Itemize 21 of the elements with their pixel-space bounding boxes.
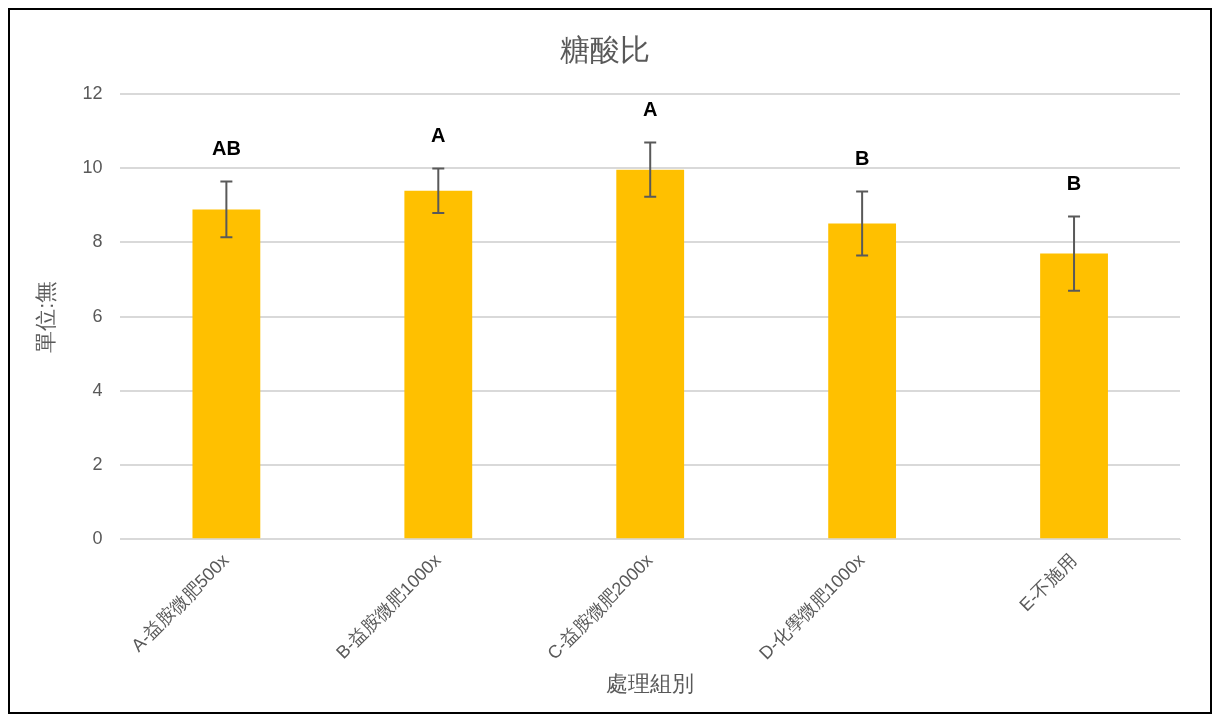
y-tick-label: 8	[92, 231, 103, 252]
chart-title: 糖酸比	[560, 33, 650, 67]
bar	[1040, 253, 1108, 539]
bar	[828, 223, 897, 539]
annotation: A	[642, 98, 658, 121]
y-tick-label: 6	[92, 305, 103, 326]
annotation: B	[1066, 171, 1082, 194]
annotation: B	[854, 147, 870, 170]
x-axis-title: 處理組別	[606, 670, 695, 696]
y-tick-label: 10	[82, 157, 103, 178]
y-tick-label: 2	[92, 454, 103, 475]
y-tick-label: 12	[82, 82, 103, 103]
y-axis-title: 單位:無	[33, 280, 59, 353]
annotation: A	[431, 124, 446, 147]
y-tick-label: 0	[92, 528, 103, 549]
bar	[616, 169, 685, 539]
x-tick-label: E-不施用	[1015, 550, 1081, 616]
y-tick-label: 4	[92, 379, 103, 400]
bar	[192, 209, 261, 539]
annotation: AB	[211, 137, 241, 160]
bar	[404, 190, 473, 539]
